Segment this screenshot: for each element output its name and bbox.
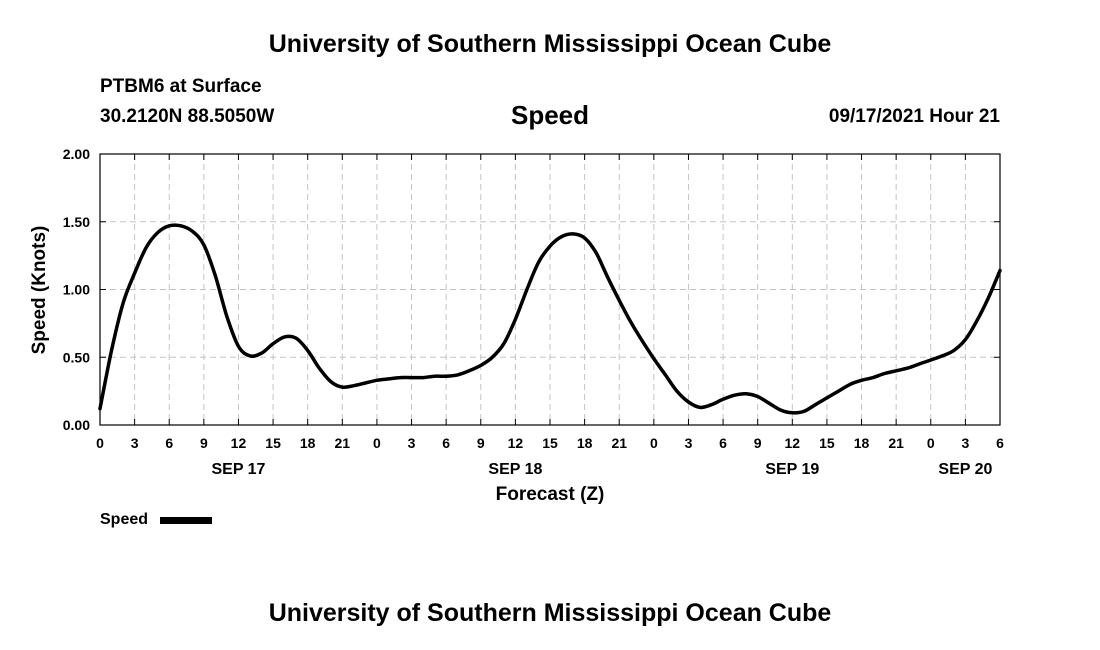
series-line-speed [98,223,1002,415]
x-tick-label: 18 [300,435,316,451]
x-tick-label: 15 [542,435,558,451]
legend-swatch [160,517,212,524]
x-tick-label: 18 [854,435,870,451]
grid [100,154,1000,425]
x-tick-label: 3 [685,435,693,451]
x-tick-label: 6 [442,435,450,451]
x-tick-label: 0 [96,435,104,451]
x-tick-label: 12 [508,435,524,451]
x-tick-label: 3 [131,435,139,451]
legend-label: Speed [100,511,148,528]
x-tick-label: 0 [650,435,658,451]
x-tick-label: 12 [785,435,801,451]
x-axis-title: Forecast (Z) [496,484,605,505]
x-tick-label: 18 [577,435,593,451]
x-tick-label: 21 [335,435,351,451]
footer-title: University of Southern Mississippi Ocean… [268,599,832,627]
x-tick-label: 9 [200,435,208,451]
day-label: SEP 17 [211,461,265,478]
y-tick-label: 2.00 [63,146,90,162]
x-tick-label: 15 [819,435,835,451]
station-label: PTBM6 at Surface [100,76,262,97]
x-tick-label: 15 [265,435,281,451]
y-tick-label: 1.50 [63,214,90,230]
x-tick-label: 21 [611,435,627,451]
x-tick-label: 9 [477,435,485,451]
forecast-datetime: 09/17/2021 Hour 21 [828,106,1000,127]
y-tick-label: 0.00 [63,417,90,433]
day-label: SEP 20 [938,461,992,478]
x-tick-label: 3 [408,435,416,451]
x-tick-label: 6 [165,435,173,451]
chart-title: Speed [510,100,590,130]
x-tick-label: 21 [888,435,904,451]
x-tick-label: 3 [961,435,969,451]
x-tick-label: 6 [719,435,727,451]
x-tick-label: 6 [996,435,1004,451]
y-tick-label: 1.00 [63,282,90,298]
y-tick-label: 0.50 [63,349,90,365]
y-tick-labels: 0.00 0.50 1.00 1.50 2.00 [63,146,90,433]
day-label: SEP 18 [488,461,542,478]
y-axis-title: Speed (Knots) [29,226,50,355]
x-tick-label: 0 [373,435,381,451]
axis-ticks [99,153,1001,426]
x-tick-label: 9 [754,435,762,451]
x-tick-label: 0 [927,435,935,451]
day-label: SEP 19 [765,461,819,478]
x-tick-label: 12 [231,435,247,451]
page-title: University of Southern Mississippi Ocean… [268,30,832,58]
station-coordinates: 30.2120N 88.5050W [100,106,275,127]
day-labels: SEP 17 SEP 18 SEP 19 SEP 20 [211,461,992,478]
x-tick-labels: 0 3 6 9 12 15 18 21 0 3 6 9 12 15 18 21 0 3 6 9 12 15 18 21 0 3 6 [96,435,1004,451]
